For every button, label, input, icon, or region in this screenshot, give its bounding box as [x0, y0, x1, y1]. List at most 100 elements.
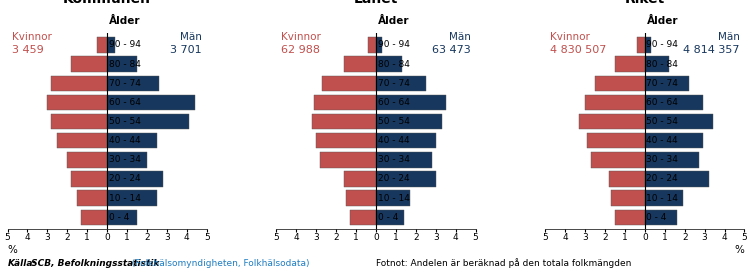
Bar	[51, 76, 107, 91]
Bar	[77, 191, 107, 206]
Text: Källa:: Källa:	[8, 259, 37, 268]
Bar	[376, 114, 441, 129]
Text: 80 - 84: 80 - 84	[647, 60, 678, 69]
Text: 40 - 44: 40 - 44	[647, 136, 678, 145]
Bar	[350, 210, 376, 225]
Text: SCB, Befolkningsstatistik: SCB, Befolkningsstatistik	[28, 259, 159, 268]
Bar	[645, 114, 713, 129]
Bar	[344, 56, 376, 72]
Text: 4 830 507: 4 830 507	[550, 45, 607, 55]
Bar	[376, 56, 402, 72]
Text: 80 - 84: 80 - 84	[109, 60, 141, 69]
Bar	[67, 152, 107, 167]
Bar	[591, 152, 645, 167]
Bar	[615, 56, 645, 72]
Bar	[376, 191, 410, 206]
Bar	[320, 152, 376, 167]
Text: 30 - 34: 30 - 34	[109, 155, 141, 164]
Bar	[368, 37, 376, 53]
Title: Riket: Riket	[625, 0, 665, 6]
Bar	[645, 95, 702, 110]
Bar	[609, 171, 645, 187]
Bar	[637, 37, 645, 53]
Text: 3 701: 3 701	[170, 45, 202, 55]
Bar	[107, 114, 189, 129]
Text: 0 - 4: 0 - 4	[109, 213, 129, 222]
Bar	[645, 210, 677, 225]
Bar	[346, 191, 376, 206]
Bar	[51, 114, 107, 129]
Bar	[595, 76, 645, 91]
Bar	[585, 95, 645, 110]
X-axis label: %: %	[8, 245, 17, 255]
Bar	[57, 133, 107, 148]
Bar	[579, 114, 645, 129]
Text: 30 - 34: 30 - 34	[647, 155, 678, 164]
Bar	[71, 56, 107, 72]
Text: 50 - 54: 50 - 54	[647, 117, 678, 126]
Text: 10 - 14: 10 - 14	[647, 194, 678, 203]
Bar	[47, 95, 107, 110]
Text: Män: Män	[180, 32, 202, 42]
Text: (Folkhälsomyndigheten, Folkhälsodata): (Folkhälsomyndigheten, Folkhälsodata)	[129, 259, 310, 268]
Bar	[376, 37, 382, 53]
Text: Kvinnor: Kvinnor	[281, 32, 321, 42]
Text: 70 - 74: 70 - 74	[378, 79, 410, 88]
Text: 0 - 4: 0 - 4	[378, 213, 398, 222]
Text: 80 - 84: 80 - 84	[378, 60, 410, 69]
Text: Ålder: Ålder	[109, 16, 140, 26]
Bar	[344, 171, 376, 187]
Bar	[317, 133, 376, 148]
Bar	[376, 210, 404, 225]
Bar	[376, 133, 435, 148]
Text: 20 - 24: 20 - 24	[378, 174, 409, 184]
Text: 10 - 14: 10 - 14	[109, 194, 141, 203]
Text: 90 - 94: 90 - 94	[647, 40, 678, 49]
Bar	[107, 133, 157, 148]
Text: 3 459: 3 459	[13, 45, 44, 55]
Text: 30 - 34: 30 - 34	[378, 155, 410, 164]
Bar	[376, 152, 432, 167]
Text: 60 - 64: 60 - 64	[647, 98, 678, 107]
Bar	[376, 95, 446, 110]
Bar	[645, 133, 702, 148]
Bar	[645, 171, 708, 187]
Bar	[376, 76, 426, 91]
Bar	[312, 114, 376, 129]
Text: Män: Män	[717, 32, 739, 42]
Text: Kvinnor: Kvinnor	[13, 32, 53, 42]
Bar	[314, 95, 376, 110]
Text: 40 - 44: 40 - 44	[378, 136, 409, 145]
Text: 10 - 14: 10 - 14	[378, 194, 410, 203]
Bar	[71, 171, 107, 187]
Bar	[322, 76, 376, 91]
Bar	[107, 95, 195, 110]
Text: 20 - 24: 20 - 24	[109, 174, 141, 184]
X-axis label: %: %	[735, 245, 744, 255]
Bar	[645, 191, 683, 206]
Bar	[97, 37, 107, 53]
Title: Länet: Länet	[353, 0, 399, 6]
Text: Fotnot: Andelen är beräknad på den totala folkmängden: Fotnot: Andelen är beräknad på den total…	[376, 258, 632, 268]
Text: Män: Män	[449, 32, 471, 42]
Text: 60 - 64: 60 - 64	[109, 98, 141, 107]
Bar	[376, 171, 435, 187]
Title: Kommunen: Kommunen	[63, 0, 151, 6]
Text: 60 - 64: 60 - 64	[378, 98, 410, 107]
Bar	[107, 56, 137, 72]
Bar	[107, 152, 147, 167]
Text: 90 - 94: 90 - 94	[109, 40, 141, 49]
Bar	[645, 56, 669, 72]
Text: 0 - 4: 0 - 4	[647, 213, 667, 222]
Text: Kvinnor: Kvinnor	[550, 32, 590, 42]
Text: 90 - 94: 90 - 94	[378, 40, 410, 49]
Text: 62 988: 62 988	[281, 45, 320, 55]
Bar	[107, 191, 157, 206]
Bar	[107, 210, 137, 225]
Bar	[587, 133, 645, 148]
Bar	[645, 37, 651, 53]
Bar	[107, 76, 159, 91]
Text: 50 - 54: 50 - 54	[378, 117, 410, 126]
Bar	[81, 210, 107, 225]
Bar	[645, 76, 689, 91]
